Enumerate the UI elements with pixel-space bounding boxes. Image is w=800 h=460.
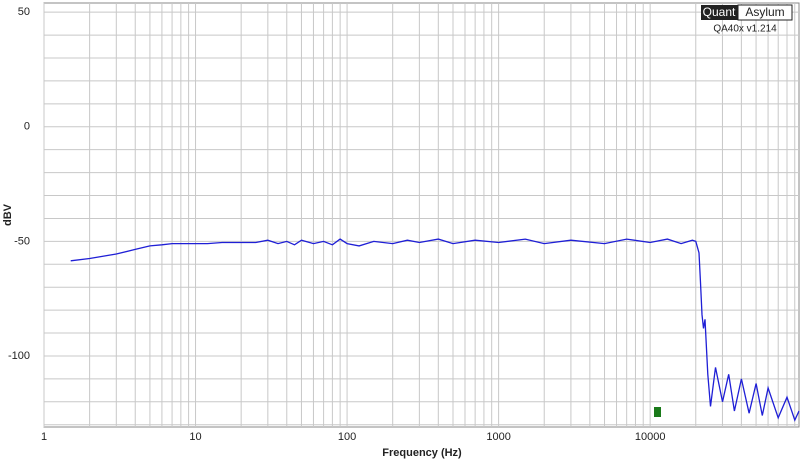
cursor-marker (654, 407, 661, 417)
x-axis-label: Frequency (Hz) (382, 447, 462, 459)
x-tick-label: 10000 (635, 431, 666, 443)
brand-box (701, 5, 738, 20)
brand-left: Quant (703, 5, 736, 19)
x-tick-label: 1 (41, 431, 47, 443)
x-tick-label: 100 (338, 431, 356, 443)
x-tick-label: 1000 (486, 431, 510, 443)
y-axis-label: dBV (2, 203, 14, 226)
data-line (70, 238, 800, 422)
version: QA40x v1.214 (713, 24, 777, 35)
x-tick-label: 10 (189, 431, 201, 443)
brand-box-right (737, 4, 793, 21)
y-tick-label: 0 (24, 121, 30, 133)
y-tick-label: -50 (14, 235, 30, 247)
y-tick-label: 50 (18, 6, 30, 18)
y-tick-label: -100 (8, 350, 30, 362)
brand-right: Asylum (745, 5, 784, 19)
plot-area (43, 2, 800, 428)
